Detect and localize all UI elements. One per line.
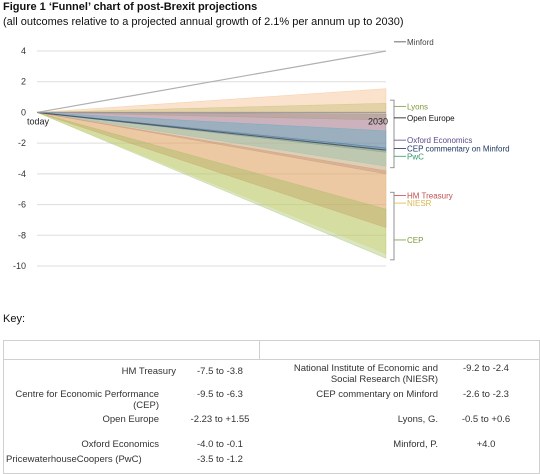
series-line (36, 50, 387, 114)
key-right-name: National Institute of Economic and Socia… (293, 363, 438, 385)
x-start-label: today (27, 116, 50, 126)
y-tick-label: 4 (21, 46, 26, 56)
series-label: Lyons (407, 102, 428, 111)
bracket-upper (390, 99, 395, 169)
key-label: Key: (3, 313, 26, 325)
key-left-range: -7.5 to -3.8 (197, 366, 243, 377)
key-left-name: Centre for Economic Performance (CEP) (15, 389, 159, 411)
key-left-range: -3.5 to -1.2 (197, 454, 243, 465)
key-right-name: Minford, P. (393, 439, 438, 450)
key-left-name: PricewaterhouseCoopers (PwC) (6, 454, 142, 465)
series-label: NIESR (407, 199, 432, 208)
y-tick-label: -8 (18, 230, 26, 240)
key-left-range: -9.5 to -6.3 (197, 389, 243, 400)
y-tick-label: 0 (21, 107, 26, 117)
key-left-name: Oxford Economics (81, 439, 159, 450)
key-right-range: -0.5 to +0.6 (461, 414, 511, 425)
series-label: Open Europe (407, 114, 455, 123)
series-label: CEP (407, 236, 423, 245)
series-label: Oxford Economics (407, 136, 472, 145)
key-right-range: +4.0 (476, 439, 496, 450)
y-tick-label: -6 (18, 200, 26, 210)
key-right-name: Lyons, G. (397, 414, 438, 425)
x-end-label: 2030 (368, 116, 388, 126)
y-tick-label: -4 (18, 169, 26, 179)
bracket-lower (390, 191, 395, 261)
series-label: HM Treasury (407, 191, 453, 200)
key-left-name: Open Europe (102, 414, 159, 425)
key-left-range: -2.23 to +1.55 (190, 414, 250, 425)
series-band (36, 112, 387, 167)
funnel-chart: 4 2 0 -2 -4 -6 -8 -10 today 2030 Minford Lyons Open … (13, 38, 510, 271)
key-right-range: -9.2 to -2.4 (463, 363, 509, 374)
figure-title: Figure 1 ‘Funnel’ chart of post-Brexit p… (3, 1, 258, 13)
key-right-range: -2.6 to -2.3 (463, 389, 509, 400)
y-tick-label: -2 (18, 138, 26, 148)
key-table: HM Treasury -7.5 to -3.8 National Instit… (3, 340, 540, 474)
series-band (36, 112, 387, 259)
key-right-name: CEP commentary on Minford (316, 389, 438, 400)
y-tick-label: -10 (13, 261, 26, 271)
key-left-name: HM Treasury (121, 366, 176, 377)
figure-subtitle: (all outcomes relative to a projected an… (3, 16, 404, 28)
y-tick-label: 2 (21, 77, 26, 87)
series-line (36, 111, 387, 151)
series-label: CEP commentary on Minford (407, 145, 510, 154)
key-table-header (4, 341, 539, 360)
series-label: PwC (407, 152, 424, 161)
key-left-range: -4.0 to -0.1 (197, 439, 243, 450)
series-label: Minford (407, 38, 434, 47)
